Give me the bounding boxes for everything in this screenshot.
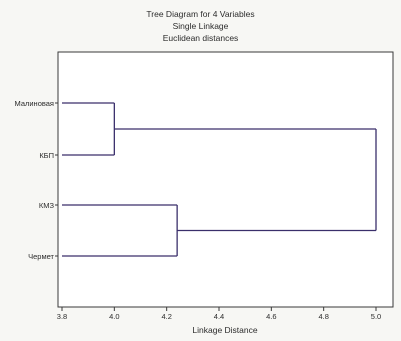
leaf-label: Малиновая <box>14 99 54 108</box>
x-tick-label: 3.8 <box>57 312 67 321</box>
chart-title-block: Tree Diagram for 4 Variables Single Link… <box>0 8 401 44</box>
x-tick-label: 4.4 <box>214 312 224 321</box>
chart-subtitle-linkage: Single Linkage <box>172 21 229 31</box>
x-tick-label: 4.2 <box>161 312 171 321</box>
x-tick-label: 4.6 <box>266 312 276 321</box>
x-tick-label: 4.0 <box>109 312 119 321</box>
x-tick-label: 4.8 <box>318 312 328 321</box>
plot-frame <box>57 51 394 308</box>
leaf-label: КМЗ <box>39 201 55 210</box>
chart-title: Tree Diagram for 4 Variables <box>146 9 255 19</box>
leaf-label: Чермет <box>28 252 54 261</box>
x-axis-label: Linkage Distance <box>192 325 258 335</box>
x-tick-label: 5.0 <box>371 312 381 321</box>
leaf-label: КБП <box>39 151 54 160</box>
chart-subtitle-distance: Euclidean distances <box>162 33 239 43</box>
